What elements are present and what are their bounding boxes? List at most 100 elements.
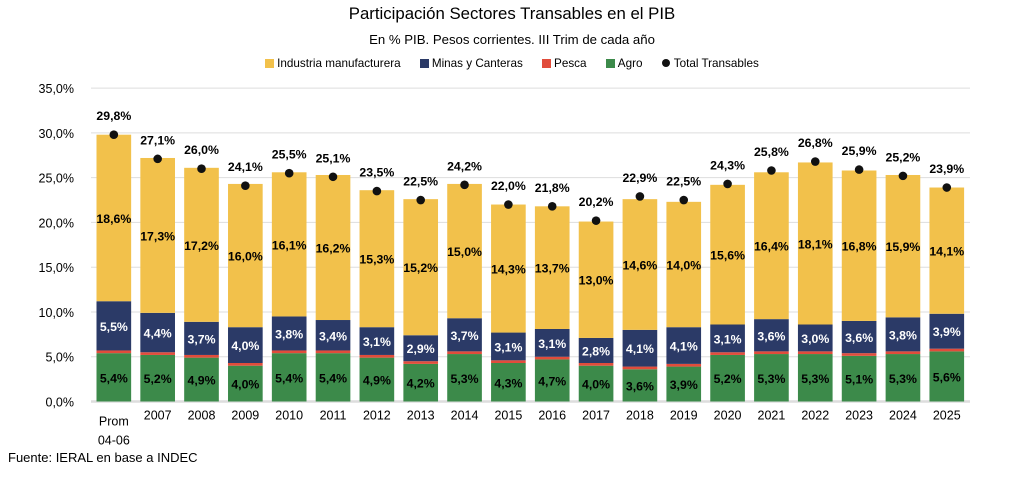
- svg-text:16,1%: 16,1%: [272, 238, 307, 252]
- svg-text:25,5%: 25,5%: [272, 148, 307, 162]
- svg-text:25,1%: 25,1%: [316, 151, 351, 165]
- svg-text:5,2%: 5,2%: [714, 372, 742, 386]
- svg-text:2012: 2012: [363, 409, 391, 423]
- svg-text:13,7%: 13,7%: [535, 262, 570, 276]
- svg-text:22,0%: 22,0%: [491, 179, 526, 193]
- svg-text:5,2%: 5,2%: [144, 372, 172, 386]
- svg-text:25,9%: 25,9%: [842, 144, 877, 158]
- svg-text:3,6%: 3,6%: [626, 379, 654, 393]
- svg-text:5,3%: 5,3%: [889, 372, 917, 386]
- svg-text:14,1%: 14,1%: [929, 245, 964, 259]
- svg-text:18,1%: 18,1%: [798, 237, 833, 251]
- svg-text:2023: 2023: [845, 409, 873, 423]
- svg-text:20,0%: 20,0%: [39, 216, 74, 230]
- svg-text:4,4%: 4,4%: [144, 327, 172, 341]
- svg-text:14,0%: 14,0%: [666, 259, 701, 273]
- svg-text:2018: 2018: [626, 409, 654, 423]
- svg-text:Prom: Prom: [99, 415, 129, 429]
- svg-text:2021: 2021: [758, 409, 786, 423]
- svg-text:5,4%: 5,4%: [100, 371, 128, 385]
- svg-text:18,6%: 18,6%: [96, 212, 131, 226]
- svg-text:14,3%: 14,3%: [491, 263, 526, 277]
- svg-text:3,6%: 3,6%: [757, 329, 785, 343]
- svg-text:4,3%: 4,3%: [494, 376, 522, 390]
- svg-text:10,0%: 10,0%: [39, 306, 74, 320]
- svg-text:2022: 2022: [801, 409, 829, 423]
- svg-text:2008: 2008: [188, 409, 216, 423]
- svg-text:25,0%: 25,0%: [39, 172, 74, 186]
- svg-text:30,0%: 30,0%: [39, 127, 74, 141]
- svg-text:2015: 2015: [494, 409, 522, 423]
- svg-text:3,9%: 3,9%: [933, 325, 961, 339]
- svg-text:2009: 2009: [231, 409, 259, 423]
- svg-text:15,6%: 15,6%: [710, 249, 745, 263]
- svg-text:3,1%: 3,1%: [363, 335, 391, 349]
- svg-text:2013: 2013: [407, 409, 435, 423]
- svg-text:24,2%: 24,2%: [447, 159, 482, 173]
- svg-text:2011: 2011: [320, 409, 347, 423]
- svg-text:0,0%: 0,0%: [46, 396, 75, 410]
- svg-text:4,9%: 4,9%: [363, 374, 391, 388]
- svg-text:17,3%: 17,3%: [140, 229, 175, 243]
- svg-text:4,0%: 4,0%: [231, 339, 259, 353]
- svg-text:2,8%: 2,8%: [582, 344, 610, 358]
- svg-text:2010: 2010: [275, 409, 303, 423]
- svg-text:2007: 2007: [144, 409, 172, 423]
- svg-text:24,3%: 24,3%: [710, 158, 745, 172]
- svg-text:3,7%: 3,7%: [451, 329, 479, 343]
- svg-text:5,6%: 5,6%: [933, 370, 961, 384]
- svg-text:4,1%: 4,1%: [670, 340, 698, 354]
- svg-text:17,2%: 17,2%: [184, 239, 219, 253]
- svg-text:3,7%: 3,7%: [187, 332, 215, 346]
- svg-text:5,0%: 5,0%: [46, 351, 75, 365]
- svg-text:15,0%: 15,0%: [447, 245, 482, 259]
- svg-text:5,1%: 5,1%: [845, 373, 873, 387]
- svg-text:16,4%: 16,4%: [754, 240, 789, 254]
- svg-text:3,6%: 3,6%: [845, 331, 873, 345]
- svg-text:2016: 2016: [538, 409, 566, 423]
- svg-text:5,5%: 5,5%: [100, 320, 128, 334]
- svg-text:3,1%: 3,1%: [714, 332, 742, 346]
- svg-text:23,5%: 23,5%: [359, 166, 394, 180]
- svg-text:15,3%: 15,3%: [359, 253, 394, 267]
- svg-text:5,3%: 5,3%: [451, 372, 479, 386]
- svg-text:25,8%: 25,8%: [754, 145, 789, 159]
- svg-text:04-06: 04-06: [98, 434, 130, 448]
- svg-text:5,4%: 5,4%: [319, 371, 347, 385]
- svg-text:22,9%: 22,9%: [622, 171, 657, 185]
- svg-text:4,2%: 4,2%: [407, 377, 435, 391]
- svg-text:3,9%: 3,9%: [670, 378, 698, 392]
- svg-text:2020: 2020: [714, 409, 742, 423]
- svg-text:2024: 2024: [889, 409, 917, 423]
- svg-text:26,0%: 26,0%: [184, 143, 219, 157]
- svg-text:4,9%: 4,9%: [187, 374, 215, 388]
- svg-text:2019: 2019: [670, 409, 698, 423]
- svg-text:24,1%: 24,1%: [228, 160, 263, 174]
- svg-text:14,6%: 14,6%: [622, 259, 657, 273]
- svg-text:29,8%: 29,8%: [96, 109, 131, 123]
- svg-text:4,0%: 4,0%: [231, 378, 259, 392]
- svg-text:3,1%: 3,1%: [494, 340, 522, 354]
- svg-text:5,4%: 5,4%: [275, 371, 303, 385]
- svg-text:13,0%: 13,0%: [579, 274, 614, 288]
- svg-text:27,1%: 27,1%: [140, 133, 175, 147]
- svg-text:3,4%: 3,4%: [319, 329, 347, 343]
- svg-text:20,2%: 20,2%: [579, 195, 614, 209]
- svg-text:23,9%: 23,9%: [929, 162, 964, 176]
- svg-text:16,2%: 16,2%: [316, 242, 351, 256]
- svg-text:3,0%: 3,0%: [801, 332, 829, 346]
- svg-text:3,8%: 3,8%: [275, 327, 303, 341]
- svg-text:5,3%: 5,3%: [801, 372, 829, 386]
- svg-text:16,0%: 16,0%: [228, 250, 263, 264]
- svg-text:3,8%: 3,8%: [889, 328, 917, 342]
- svg-text:15,2%: 15,2%: [403, 261, 438, 275]
- svg-text:2014: 2014: [451, 409, 479, 423]
- svg-text:35,0%: 35,0%: [39, 82, 74, 96]
- svg-text:15,0%: 15,0%: [39, 261, 74, 275]
- svg-text:2017: 2017: [582, 409, 610, 423]
- svg-text:22,5%: 22,5%: [403, 175, 438, 189]
- svg-text:5,3%: 5,3%: [757, 372, 785, 386]
- svg-text:16,8%: 16,8%: [842, 240, 877, 254]
- svg-text:22,5%: 22,5%: [666, 175, 701, 189]
- svg-text:25,2%: 25,2%: [886, 150, 921, 164]
